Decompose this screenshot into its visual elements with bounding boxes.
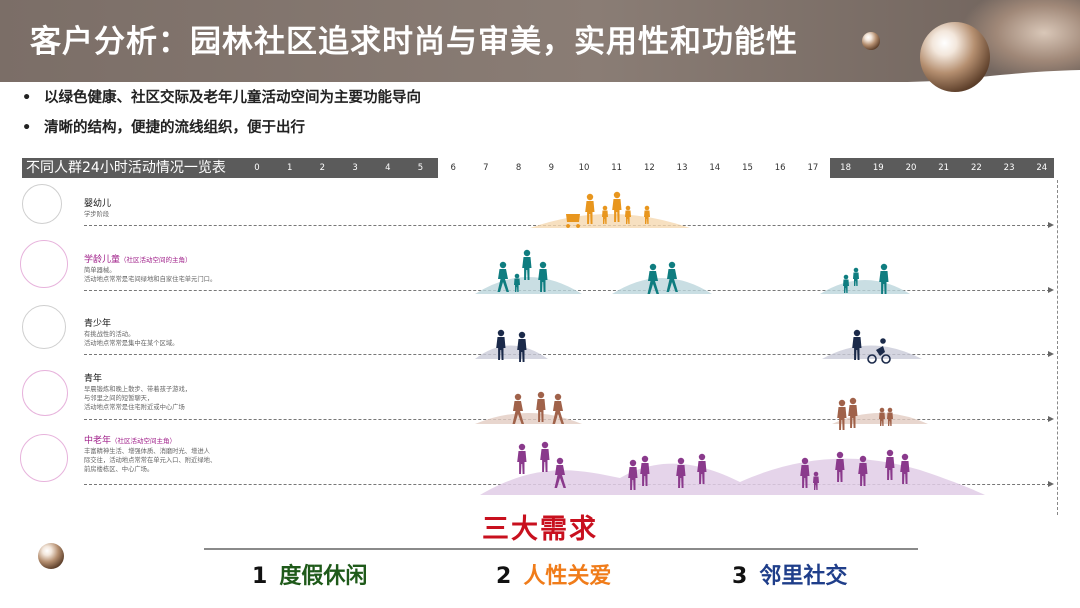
decorative-pearl-small xyxy=(862,32,880,50)
need-item-3: 3 邻里社交 xyxy=(732,558,847,590)
group-name-text: 学龄儿童 xyxy=(84,255,121,265)
group-name: 青少年 xyxy=(84,319,112,329)
group-label-elder: 中老年（社区活动空间主角） 丰富精神生活、增强体质、消磨时光、增进人 际交往，活… xyxy=(84,435,216,474)
group-desc: 丰富精神生活、增强体质、消磨时光、增进人 xyxy=(84,448,210,455)
timeline-bar-night-right xyxy=(830,158,1054,178)
timeline-end-line xyxy=(1057,180,1058,515)
activity-mound xyxy=(612,278,712,294)
activity-mound xyxy=(475,345,548,359)
group-circle-child xyxy=(20,240,68,288)
hour-label-14: 14 xyxy=(709,163,721,173)
group-desc: 前房楼栋区、中心广场。 xyxy=(84,466,154,473)
hour-label-1: 1 xyxy=(286,163,293,173)
hour-label-19: 19 xyxy=(872,163,884,173)
hour-label-12: 12 xyxy=(643,163,655,173)
row-line-teen xyxy=(84,351,1054,357)
group-desc: 活动地点常常是集中在某个区域。 xyxy=(84,340,179,347)
hour-label-23: 23 xyxy=(1003,163,1015,173)
need-label: 人性关爱 xyxy=(523,564,612,589)
group-name-text: 中老年 xyxy=(84,436,112,446)
group-name: 青年 xyxy=(84,374,103,384)
group-desc: 简单器械。 xyxy=(84,267,116,274)
activity-mound xyxy=(475,413,582,424)
hour-label-17: 17 xyxy=(807,163,819,173)
need-number: 2 xyxy=(496,564,512,589)
group-name: 婴幼儿 xyxy=(84,199,112,209)
hour-label-16: 16 xyxy=(774,163,786,173)
group-label-youth: 青年 早晨锻炼和晚上散步、带着孩子游戏， 与邻里之间的短暂聊天， 活动地点常常是… xyxy=(84,373,191,412)
hour-label-2: 2 xyxy=(319,163,326,173)
group-label-infant: 婴幼儿 学步阶段 xyxy=(84,198,111,219)
group-circle-teen xyxy=(22,305,66,349)
decorative-pearl-bottom xyxy=(38,543,64,569)
hour-label-21: 21 xyxy=(938,163,950,173)
group-circle-infant xyxy=(22,184,62,224)
activity-mound xyxy=(480,458,985,495)
group-desc: 学步阶段 xyxy=(84,211,110,218)
hour-label-9: 9 xyxy=(548,163,554,173)
need-number: 1 xyxy=(252,564,268,589)
need-label: 邻里社交 xyxy=(759,564,848,589)
activity-mound xyxy=(530,214,690,228)
bullet-text: 以绿色健康、社区交际及老年儿童活动空间为主要功能导向 xyxy=(44,90,421,106)
hour-label-4: 4 xyxy=(385,163,391,173)
hour-label-0: 0 xyxy=(254,163,260,173)
header-banner xyxy=(0,0,1080,82)
group-desc: 活动地点常常是宅间绿地和自家住宅单元门口。 xyxy=(84,276,217,283)
timeline-bar-night-left xyxy=(22,158,438,178)
group-name: 中老年（社区活动空间主角） xyxy=(84,435,216,447)
group-desc: 际交往，活动地点常常在单元入口、附近绿地、 xyxy=(84,457,217,464)
need-item-2: 2 人性关爱 xyxy=(496,558,611,590)
group-circle-youth xyxy=(22,370,68,416)
need-label: 度假休闲 xyxy=(279,564,368,589)
teen-figures xyxy=(496,329,891,364)
needs-title: 三大需求 xyxy=(482,514,598,545)
bullet-item: • 以绿色健康、社区交际及老年儿童活动空间为主要功能导向 xyxy=(22,90,421,106)
banner-curve xyxy=(0,70,1080,110)
hour-label-11: 11 xyxy=(611,163,623,173)
hour-label-8: 8 xyxy=(515,163,522,173)
decorative-pearl-large xyxy=(920,22,990,92)
hour-label-13: 13 xyxy=(676,163,688,173)
activity-mound xyxy=(820,280,910,294)
needs-divider xyxy=(204,548,918,550)
page-title: 客户分析：园林社区追求时尚与审美，实用性和功能性 xyxy=(30,24,798,60)
group-label-child: 学龄儿童（社区活动空间的主角） 简单器械。 活动地点常常是宅间绿地和自家住宅单元… xyxy=(84,254,216,284)
hour-label-15: 15 xyxy=(742,163,753,173)
group-note: （社区活动空间的主角） xyxy=(120,256,192,264)
hour-label-3: 3 xyxy=(352,163,358,173)
infant-figures xyxy=(566,191,650,228)
hour-label-6: 6 xyxy=(450,163,456,173)
hour-label-20: 20 xyxy=(905,163,917,173)
group-desc: 活动地点常常是住宅附近或中心广场 xyxy=(84,404,185,411)
youth-figures xyxy=(512,391,893,430)
group-desc: 与邻里之间的短暂聊天， xyxy=(84,395,154,402)
bullet-item: • 清晰的结构，便捷的流线组织，便于出行 xyxy=(22,120,305,136)
group-circle-elder xyxy=(20,434,68,482)
hour-label-5: 5 xyxy=(417,163,424,173)
need-item-1: 1 度假休闲 xyxy=(252,558,367,590)
hour-label-7: 7 xyxy=(483,163,489,173)
bullet-list: • 以绿色健康、社区交际及老年儿童活动空间为主要功能导向 • 清晰的结构，便捷的流线… xyxy=(22,88,421,148)
group-label-teen: 青少年 有挑战性的活动。 活动地点常常是集中在某个区域。 xyxy=(84,318,178,348)
hour-label-18: 18 xyxy=(840,163,851,173)
hour-label-24: 24 xyxy=(1036,163,1048,173)
group-desc: 有挑战性的活动。 xyxy=(84,331,135,338)
group-name: 学龄儿童（社区活动空间的主角） xyxy=(84,254,216,266)
group-note: （社区活动空间主角） xyxy=(111,437,177,445)
bullet-text: 清晰的结构，便捷的流线组织，便于出行 xyxy=(44,120,305,136)
timeline-title: 不同人群24小时活动情况一览表 xyxy=(26,160,226,176)
hour-label-10: 10 xyxy=(578,163,590,173)
group-desc: 早晨锻炼和晚上散步、带着孩子游戏， xyxy=(84,386,192,393)
activity-mound xyxy=(822,345,922,359)
hour-label-22: 22 xyxy=(970,163,982,173)
need-number: 3 xyxy=(732,564,748,589)
